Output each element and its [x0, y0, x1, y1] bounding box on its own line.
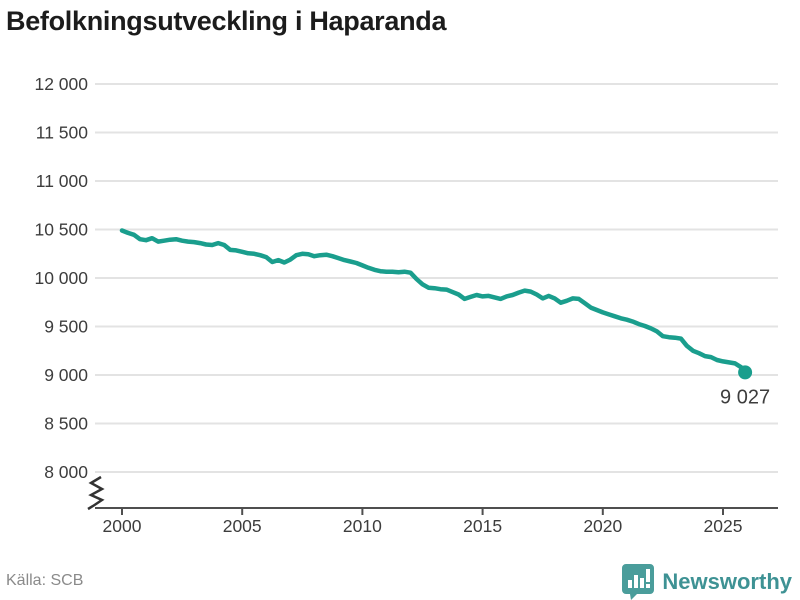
source-label: Källa: SCB — [6, 572, 84, 589]
y-axis-tick-label: 9 500 — [44, 317, 88, 337]
last-value-label: 9 027 — [720, 386, 770, 408]
x-axis-tick-label: 2010 — [343, 516, 382, 536]
x-axis-tick-label: 2025 — [704, 516, 743, 536]
y-axis-tick-label: 11 500 — [36, 123, 88, 143]
y-axis-tick-label: 11 000 — [36, 171, 88, 191]
y-axis-tick-label: 10 000 — [34, 268, 88, 288]
y-axis-tick-label: 10 500 — [34, 220, 88, 240]
newsworthy-wordmark: Newsworthy — [662, 568, 792, 594]
y-axis-tick-label: 8 500 — [44, 414, 88, 434]
x-axis-tick-label: 2015 — [463, 516, 502, 536]
y-axis-tick-label: 12 000 — [34, 74, 88, 94]
population-line — [119, 228, 748, 375]
y-axis-tick-label: 8 000 — [44, 462, 88, 482]
axis-break-icon — [87, 475, 105, 511]
x-axis-tick-label: 2020 — [583, 516, 622, 536]
newsworthy-brand: Newsworthy — [621, 563, 792, 600]
page-title: Befolkningsutveckling i Haparanda — [6, 6, 447, 36]
last-value-dot — [738, 365, 753, 380]
x-axis-tick-label: 2000 — [103, 516, 142, 536]
y-axis-tick-label: 9 000 — [44, 365, 88, 385]
newsworthy-logo-icon — [622, 564, 655, 600]
x-axis-tick-label: 2005 — [223, 516, 262, 536]
